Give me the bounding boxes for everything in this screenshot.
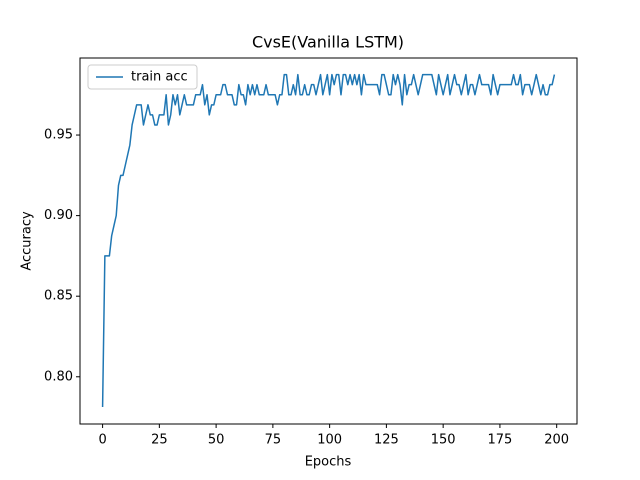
axes-frame	[79, 57, 578, 425]
x-tick-label: 200	[544, 433, 569, 448]
y-axis-label: Accuracy	[20, 211, 35, 271]
data-line	[101, 73, 556, 408]
chart-title: CvsE(Vanilla LSTM)	[252, 33, 404, 52]
x-tick-label: 150	[431, 433, 456, 448]
x-tick-label: 75	[265, 433, 282, 448]
x-tick-label: 125	[374, 433, 399, 448]
legend-label: train acc	[131, 70, 188, 85]
legend-box	[87, 64, 198, 90]
y-tick-label: 0.85	[44, 289, 73, 304]
y-tick-label: 0.95	[44, 128, 73, 143]
y-tick-label: 0.80	[44, 369, 73, 384]
x-tick-label: 0	[98, 433, 106, 448]
x-tick-label: 50	[208, 433, 225, 448]
y-tick-label: 0.90	[44, 208, 73, 223]
x-tick-label: 100	[317, 433, 342, 448]
x-axis-label: Epochs	[305, 455, 352, 470]
x-tick-label: 25	[151, 433, 168, 448]
x-tick-label: 175	[488, 433, 513, 448]
